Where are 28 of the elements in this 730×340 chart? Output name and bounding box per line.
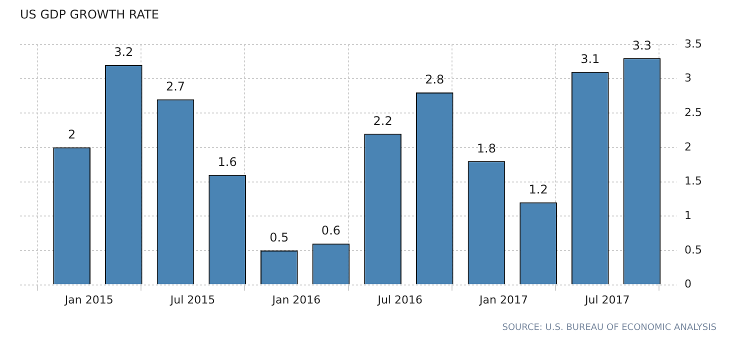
data-label: 3.1 [580, 52, 600, 66]
data-label: 3.3 [632, 38, 652, 52]
x-tick-label: Jan 2017 [478, 293, 528, 306]
y-tick-label: 2 [684, 140, 692, 154]
data-label: 1.6 [218, 155, 237, 170]
y-tick-label: 3.5 [684, 37, 702, 50]
data-label: 2.7 [166, 79, 186, 94]
x-tick-label: Jul 2015 [169, 293, 216, 306]
x-tick-label: Jul 2017 [584, 293, 630, 306]
data-label: 3.2 [114, 45, 134, 60]
data-label: 2.8 [425, 72, 444, 87]
source-note: SOURCE: U.S. BUREAU OF ECONOMIC ANALYSIS [502, 323, 717, 333]
y-tick-label: 2.5 [684, 106, 702, 119]
data-label: 2.2 [373, 114, 392, 128]
y-tick-label: 1 [684, 208, 692, 222]
data-label: 2 [68, 128, 76, 142]
chart-title: US GDP GROWTH RATE [20, 7, 159, 22]
data-label: 0.6 [321, 224, 341, 238]
x-tick-label: Jul 2016 [376, 293, 422, 306]
y-tick-label: 0 [684, 278, 692, 291]
x-tick-label: Jan 2015 [64, 293, 114, 306]
data-label: 0.5 [270, 230, 289, 245]
data-label: 1.8 [476, 141, 496, 156]
y-tick-label: 3 [684, 72, 692, 85]
x-tick-label: Jan 2016 [271, 293, 321, 306]
y-tick-label: 1.5 [684, 174, 702, 188]
y-tick-label: 0.5 [684, 243, 702, 256]
data-label: 1.2 [528, 182, 548, 196]
